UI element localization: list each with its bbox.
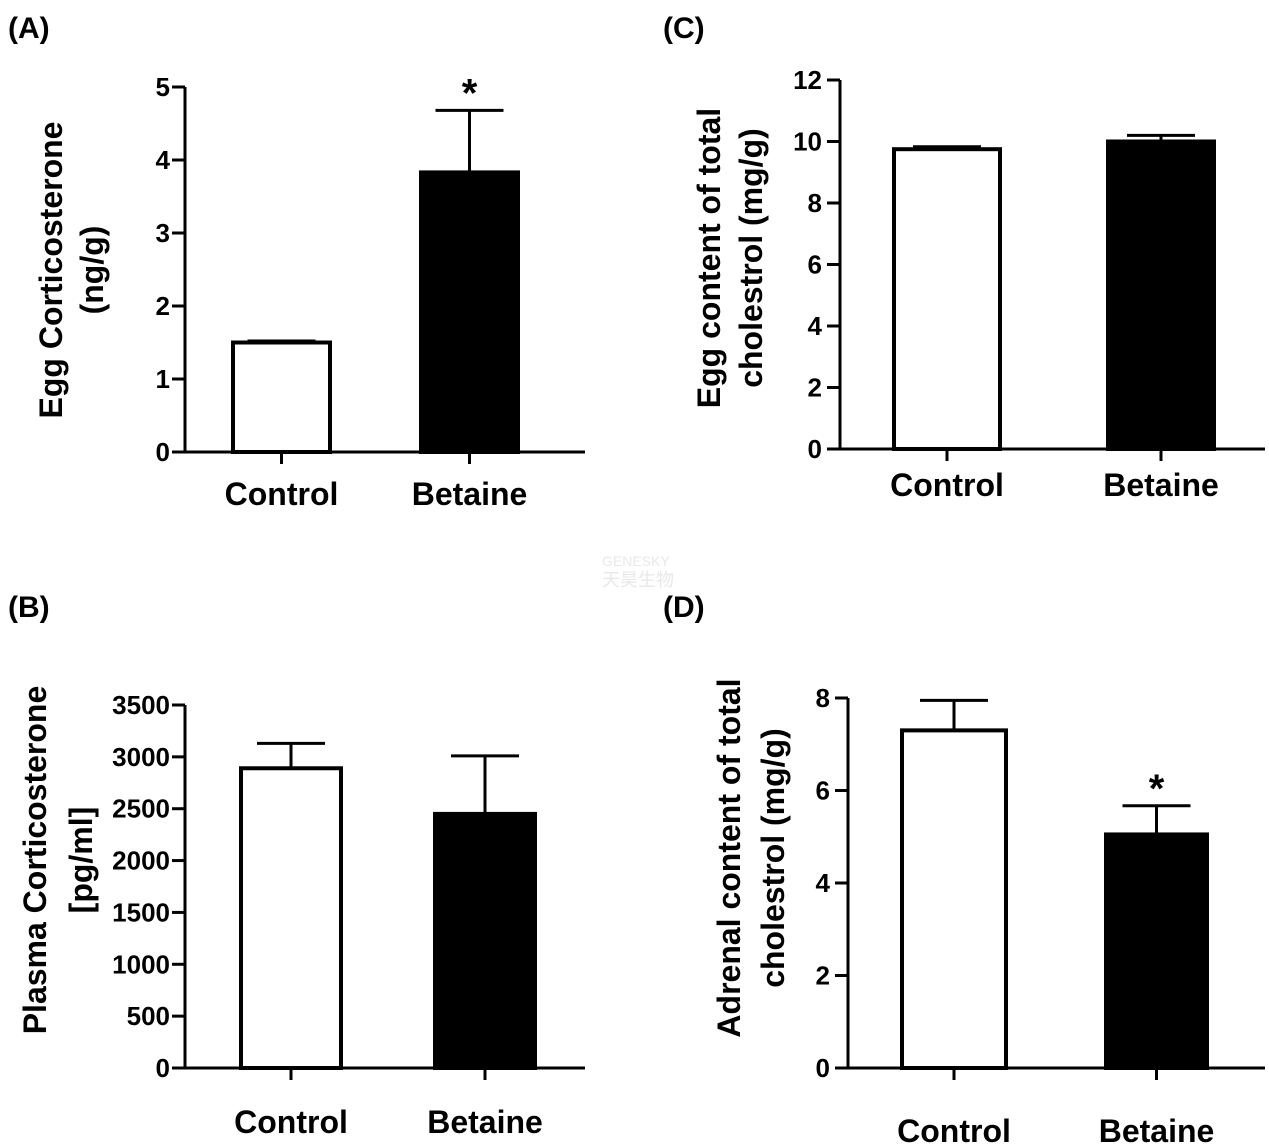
- y-tick-label: 2000: [112, 846, 170, 876]
- bar-betaine: [419, 170, 520, 454]
- y-tick-label: 3500: [112, 690, 170, 720]
- panel-label: (C): [663, 12, 705, 45]
- watermark: GENESKY 天昊生物: [602, 553, 674, 590]
- panel-label: (A): [8, 12, 50, 45]
- y-tick-label: 500: [127, 1001, 170, 1031]
- y-tick-label: 1: [156, 364, 170, 394]
- y-tick-label: 4: [816, 868, 831, 898]
- significance-marker: *: [462, 71, 478, 115]
- y-axis-title-line: [pg/ml]: [63, 807, 99, 914]
- panel-a: (A) Egg Corticosterone (ng/g) 0 1 2 3 4 5 Control…: [8, 12, 585, 512]
- y-tick-label: 3000: [112, 742, 170, 772]
- y-tick-label: 4: [808, 311, 823, 341]
- y-axis-title-line: (ng/g): [74, 226, 110, 315]
- y-tick-label: 2500: [112, 794, 170, 824]
- bar-betaine: [433, 811, 537, 1071]
- x-category-label: Betaine: [427, 1104, 543, 1140]
- x-category-label: Control: [890, 467, 1004, 503]
- y-axis-title-line: Adrenal content of total: [711, 678, 747, 1037]
- x-category-label: Control: [897, 1113, 1011, 1147]
- x-category-label: Control: [225, 476, 339, 512]
- y-tick-label: 10: [793, 127, 822, 157]
- y-tick-label: 6: [808, 250, 822, 280]
- watermark-line-2: 天昊生物: [602, 570, 674, 590]
- y-tick-label: 8: [808, 188, 822, 218]
- y-tick-label: 0: [156, 437, 170, 467]
- y-tick-label: 4: [156, 145, 171, 175]
- y-tick-label: 0: [808, 434, 822, 464]
- bar-control: [231, 340, 332, 454]
- bar-control: [239, 766, 343, 1070]
- x-category-label: Betaine: [412, 476, 528, 512]
- y-tick-label: 5: [156, 72, 170, 102]
- panel-c: (C) Egg content of total cholestrol (mg/g)…: [663, 12, 1265, 503]
- bar-betaine: [1106, 139, 1216, 451]
- y-tick-label: 0: [816, 1053, 830, 1083]
- y-tick-label: 3: [156, 218, 170, 248]
- significance-marker: *: [1149, 767, 1165, 811]
- y-tick-label: 1500: [112, 897, 170, 927]
- y-axis-title-line: Egg content of total: [691, 108, 727, 408]
- y-tick-label: 12: [793, 65, 822, 95]
- y-axis-title-line: Egg Corticosterone: [33, 122, 69, 419]
- bar-control: [892, 147, 1002, 451]
- y-axis-title-line: cholestrol (mg/g): [755, 728, 791, 988]
- panel-b: (B) Plasma Corticosterone [pg/ml] 0 500 1000 1…: [8, 591, 585, 1140]
- bar-betaine: [1104, 832, 1209, 1070]
- watermark-line-1: GENESKY: [602, 553, 670, 569]
- y-tick-label: 8: [816, 683, 830, 713]
- x-category-label: Betaine: [1103, 467, 1219, 503]
- y-tick-label: 1000: [112, 949, 170, 979]
- bar-control: [900, 728, 1008, 1070]
- y-tick-label: 0: [156, 1053, 170, 1083]
- y-axis-title-line: cholestrol (mg/g): [733, 128, 769, 388]
- y-tick-label: 2: [816, 961, 830, 991]
- x-category-label: Betaine: [1099, 1113, 1215, 1147]
- y-axis-title-line: Plasma Corticosterone: [17, 686, 53, 1035]
- y-tick-label: 2: [156, 291, 170, 321]
- panel-label: (B): [8, 591, 50, 624]
- y-tick-label: 2: [808, 373, 822, 403]
- y-tick-label: 6: [816, 776, 830, 806]
- panel-d: (D) Adrenal content of total cholestrol (m…: [663, 591, 1265, 1147]
- x-category-label: Control: [234, 1104, 348, 1140]
- panel-label: (D): [663, 591, 705, 624]
